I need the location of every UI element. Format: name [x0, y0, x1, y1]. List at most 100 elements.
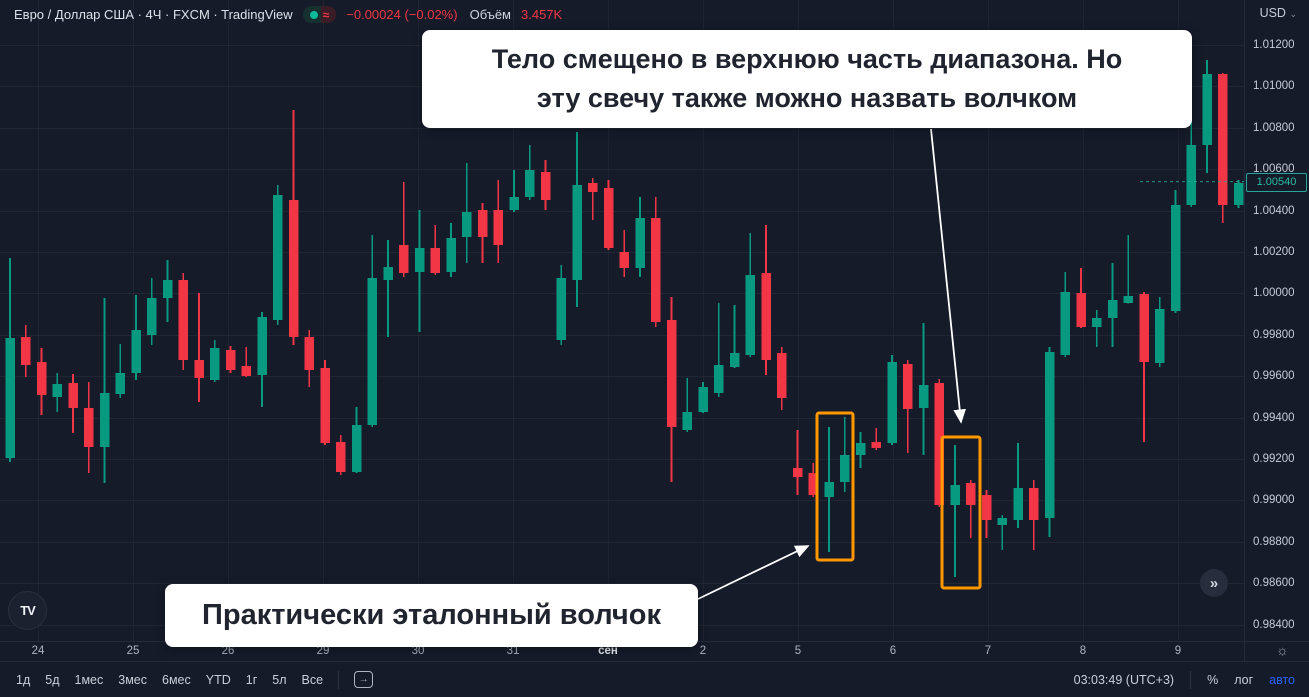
goto-date-icon[interactable]: →: [354, 671, 374, 688]
currency-selector[interactable]: USD ⌄: [1259, 6, 1297, 20]
time-axis-label: 31: [506, 645, 520, 657]
candle-body: [430, 247, 440, 273]
time-axis-label: 7: [984, 645, 992, 657]
bottom-toolbar: 1д 5д 1мес 3мес 6мес YTD 1г 5л Все → 03:03:49 (U…: [0, 662, 1309, 697]
symbol-title[interactable]: Евро / Доллар США · 4Ч · FXCM · TradingV…: [14, 7, 293, 22]
price-axis[interactable]: 1.01200 1.01000 1.00800 1.00600 1.00400 1.002…: [1245, 0, 1309, 641]
range-button-3мес[interactable]: 3мес: [118, 672, 147, 687]
candle-body: [84, 407, 94, 447]
price-axis-label: 1.00400: [1253, 205, 1295, 217]
tradingview-logo[interactable]: TV: [8, 591, 47, 630]
candle-body: [383, 266, 393, 280]
range-button-1г[interactable]: 1г: [245, 672, 258, 687]
highlight-box[interactable]: [815, 411, 855, 562]
price-axis-label: 0.98800: [1253, 536, 1295, 548]
candle-body: [903, 364, 913, 409]
candle-body: [1218, 73, 1228, 206]
candle-body: [1155, 308, 1165, 363]
candle-body: [855, 442, 866, 455]
candle-body: [351, 424, 362, 472]
candle-body: [777, 352, 787, 398]
candles[interactable]: [5, 59, 1244, 577]
candle-body: [950, 484, 960, 505]
candle-body: [320, 367, 330, 443]
candle-body: [1029, 487, 1039, 520]
time-axis-label: 24: [31, 645, 45, 657]
candle-body: [556, 277, 566, 340]
chevron-down-icon: ⌄: [1289, 9, 1297, 19]
candle-body: [477, 209, 488, 237]
time-axis-label: 8: [1079, 645, 1087, 657]
candle-body: [887, 361, 897, 443]
percent-scale-button[interactable]: %: [1207, 672, 1219, 687]
toolbar-divider: [338, 670, 340, 689]
annotation-arrow[interactable]: [930, 128, 966, 424]
range-button-YTD[interactable]: YTD: [205, 672, 231, 687]
candle-body: [840, 454, 850, 482]
annotation-arrow[interactable]: [697, 545, 810, 600]
price-axis-border: [1244, 0, 1245, 661]
candle-body: [966, 482, 976, 505]
range-button-5л[interactable]: 5л: [272, 672, 287, 687]
candle-body: [540, 171, 551, 200]
candle-body: [21, 336, 31, 365]
candle-body: [162, 279, 173, 298]
range-button-5д[interactable]: 5д: [45, 672, 60, 687]
candle-body: [194, 359, 204, 378]
candle-body: [52, 383, 62, 397]
range-button-6мес[interactable]: 6мес: [162, 672, 191, 687]
theme-sun-icon[interactable]: ☼: [1276, 642, 1289, 658]
candle-body: [1076, 293, 1086, 327]
time-axis-label: 2: [699, 645, 707, 657]
candle-body: [981, 494, 992, 520]
chart-header: Евро / Доллар США · 4Ч · FXCM · TradingV…: [14, 6, 562, 23]
price-axis-label: 1.01200: [1253, 39, 1295, 51]
clock[interactable]: 03:03:49 (UTC+3): [1073, 672, 1175, 687]
candle-body: [824, 481, 834, 497]
candle-body: [493, 209, 503, 245]
candle-body: [288, 200, 299, 337]
time-axis-label: 30: [411, 645, 425, 657]
candle-body: [1202, 73, 1212, 145]
time-axis-label: 29: [316, 645, 330, 657]
candle-body: [5, 337, 15, 458]
grid: [0, 45, 1244, 626]
candle-body: [635, 218, 645, 268]
range-button-Все[interactable]: Все: [301, 672, 324, 687]
candle-body: [225, 349, 236, 370]
time-axis-label: 25: [126, 645, 140, 657]
candle-body: [1013, 487, 1023, 520]
candle-body: [651, 218, 661, 322]
time-axis-label: 6: [889, 645, 897, 657]
price-axis-label: 0.99400: [1253, 412, 1295, 424]
scroll-right-button[interactable]: »: [1200, 569, 1228, 597]
candle-body: [99, 393, 110, 447]
candle-body: [509, 196, 519, 210]
candle-body: [934, 382, 944, 505]
current-price-badge: 1.00540: [1246, 173, 1307, 192]
range-button-1мес[interactable]: 1мес: [74, 672, 104, 687]
candle-body: [131, 330, 141, 373]
candle-body: [336, 442, 346, 472]
log-scale-button[interactable]: лог: [1234, 672, 1254, 687]
time-axis-label: 26: [221, 645, 235, 657]
candle-body: [1233, 183, 1244, 205]
source-toggle[interactable]: ≈: [302, 6, 337, 23]
price-axis-label: 0.99600: [1253, 370, 1295, 382]
annotation-bottom[interactable]: Практически эталонный волчок: [165, 584, 698, 647]
candle-body: [147, 297, 157, 335]
candle-body: [871, 442, 881, 448]
time-axis[interactable]: 24 25 26 29 30 31 сен 2 5 6 7 8 9: [0, 641, 1244, 661]
time-axis-label: 9: [1174, 645, 1182, 657]
range-button-1д[interactable]: 1д: [16, 672, 31, 687]
candle-body: [304, 336, 314, 370]
candle-body: [273, 194, 283, 320]
annotation-top[interactable]: Тело смещено в верхнюю часть диапазона. …: [422, 30, 1192, 128]
candle-body: [918, 384, 929, 408]
time-axis-label: сен: [598, 645, 618, 657]
price-axis-label: 1.00000: [1253, 287, 1295, 299]
auto-scale-button[interactable]: авто: [1269, 672, 1295, 687]
highlight-box[interactable]: [940, 435, 982, 590]
